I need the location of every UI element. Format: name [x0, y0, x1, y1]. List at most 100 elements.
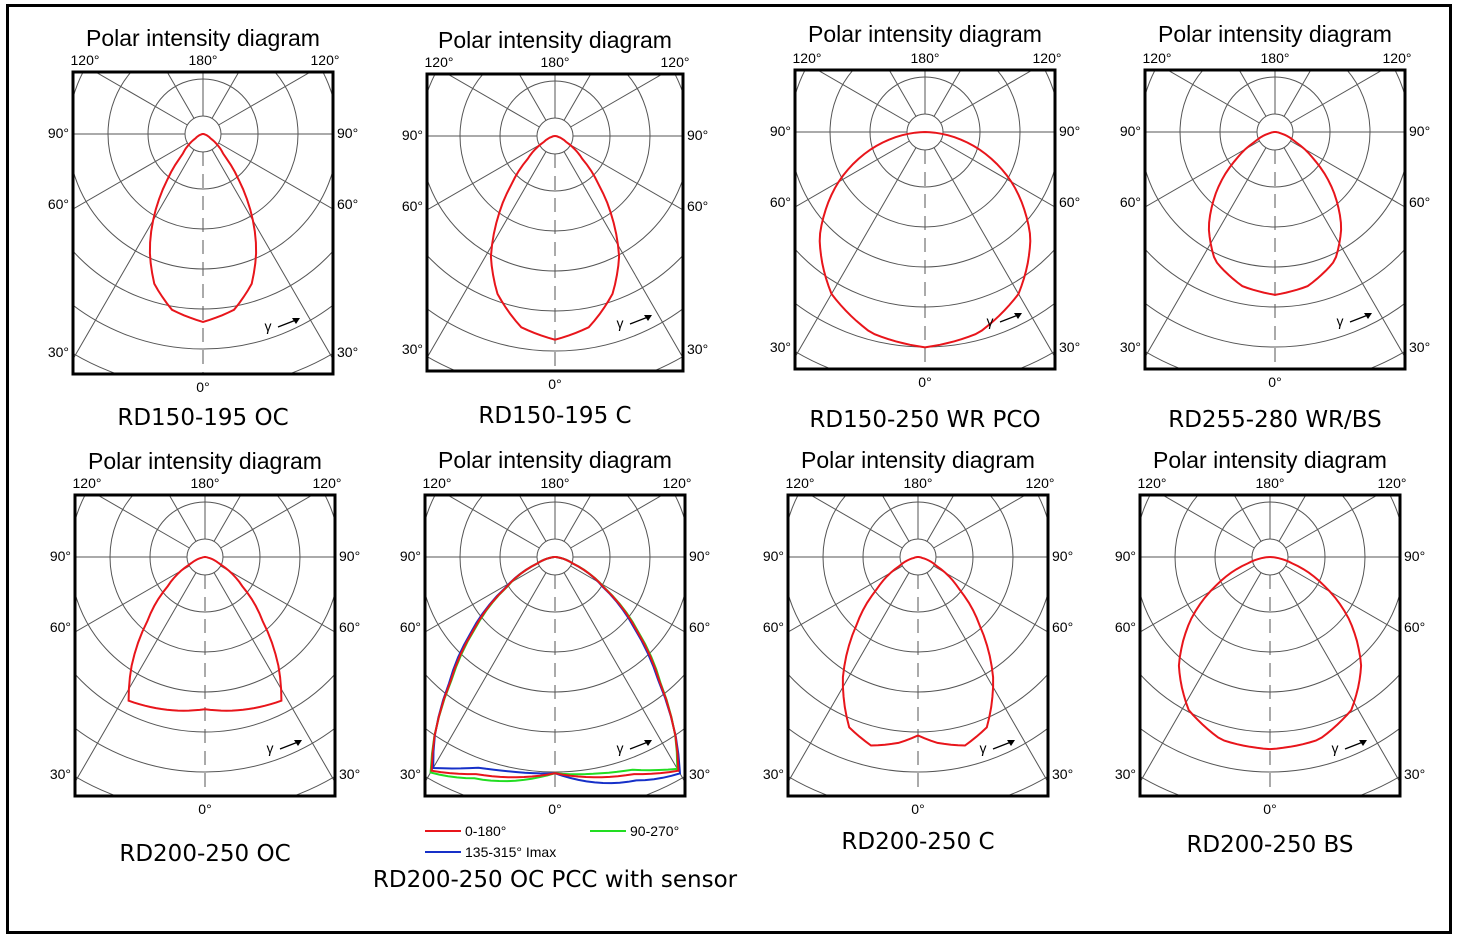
- angle-label-30-right: 30°: [339, 766, 360, 782]
- angle-label-0: 0°: [198, 801, 211, 817]
- grid-spoke: [1285, 565, 1400, 633]
- grid-spoke: [220, 495, 314, 549]
- angle-label-180: 180°: [541, 54, 570, 70]
- angle-label-60-left: 60°: [48, 196, 69, 212]
- grid: [427, 74, 683, 371]
- panel-title: Polar intensity diagram: [1158, 21, 1392, 47]
- grid-spoke: [1290, 70, 1384, 124]
- angle-label-90-right: 90°: [1404, 548, 1425, 564]
- grid-spoke: [1161, 495, 1255, 549]
- angle-label-30-left: 30°: [400, 766, 421, 782]
- angle-label-30-right: 30°: [1059, 339, 1080, 355]
- grid-spoke: [220, 565, 335, 633]
- grid-spoke: [1283, 70, 1312, 117]
- curve-0-180: [489, 135, 621, 341]
- grid-spoke: [563, 572, 685, 784]
- grid: [73, 72, 333, 374]
- angle-label-60-right: 60°: [1404, 619, 1425, 635]
- gamma-arrow: [629, 316, 649, 325]
- grid-spoke: [211, 149, 333, 361]
- plot-frame: [1138, 493, 1402, 798]
- grid-spoke: [75, 572, 197, 784]
- polar-panel-8: γ Polar intensity diagram 120° 180° 120° 90° 9…: [1115, 447, 1425, 858]
- grid-spoke: [933, 495, 1027, 549]
- angle-label-0: 0°: [1263, 801, 1276, 817]
- angle-label-60-left: 60°: [1115, 619, 1136, 635]
- angle-label-120-right: 120°: [1378, 475, 1407, 491]
- angle-label-0: 0°: [918, 374, 931, 390]
- grid-ring: [73, 304, 333, 350]
- angle-label-90-left: 90°: [400, 548, 421, 564]
- grid-spoke: [425, 572, 547, 784]
- gamma-label: γ: [1332, 740, 1339, 756]
- angle-label-60-left: 60°: [402, 198, 423, 214]
- angle-label-90-left: 90°: [402, 127, 423, 143]
- angle-label-120-left: 120°: [1138, 475, 1167, 491]
- angle-label-90-right: 90°: [1409, 123, 1430, 139]
- panel-caption: RD150-195 C: [478, 403, 631, 429]
- grid-ring: [1145, 302, 1405, 348]
- angle-label-120-right: 120°: [663, 475, 692, 491]
- angle-label-120-left: 120°: [786, 475, 815, 491]
- angle-label-0: 0°: [548, 376, 561, 392]
- curve-0-180: [430, 556, 680, 779]
- grid-spoke: [563, 74, 592, 121]
- grid-spoke: [926, 572, 1048, 784]
- curve-0-180: [841, 556, 995, 747]
- grid-spoke: [427, 144, 540, 211]
- grid-spoke: [940, 70, 1034, 124]
- grid-spoke: [213, 495, 242, 542]
- grid-spoke: [788, 565, 903, 633]
- grid-spoke: [213, 572, 335, 784]
- curve-90-270: [429, 556, 679, 783]
- gamma-arrowhead: [1359, 740, 1367, 746]
- grid-spoke: [96, 495, 190, 549]
- grid-spoke: [563, 151, 683, 359]
- angle-label-60-right: 60°: [689, 619, 710, 635]
- angle-label-30-right: 30°: [1409, 339, 1430, 355]
- angle-label-180: 180°: [189, 52, 218, 68]
- intensity-curves: [818, 131, 1032, 349]
- angle-label-60-right: 60°: [337, 196, 358, 212]
- panel-title: Polar intensity diagram: [88, 448, 322, 474]
- legend-label: 0-180°: [465, 823, 506, 839]
- angle-label-120-left: 120°: [1143, 50, 1172, 66]
- angle-label-60-right: 60°: [1409, 194, 1430, 210]
- angle-label-60-left: 60°: [763, 619, 784, 635]
- angle-label-90-right: 90°: [689, 548, 710, 564]
- angle-label-120-left: 120°: [425, 54, 454, 70]
- grid-spoke: [218, 142, 333, 210]
- panel-caption: RD200-250 BS: [1186, 832, 1353, 858]
- curve-0-180: [148, 133, 258, 324]
- angle-label-0: 0°: [196, 379, 209, 395]
- plot-frame: [786, 493, 1050, 798]
- grid: [75, 495, 335, 796]
- angle-label-0: 0°: [548, 801, 561, 817]
- panel-caption: RD200-250 C: [841, 829, 994, 855]
- grid-spoke: [211, 72, 240, 119]
- grid-spoke: [795, 140, 910, 208]
- angle-label-30-right: 30°: [687, 341, 708, 357]
- gamma-label: γ: [617, 740, 624, 756]
- angle-label-90-left: 90°: [1115, 548, 1136, 564]
- gamma-arrow: [992, 741, 1012, 750]
- angle-label-30-left: 30°: [48, 344, 69, 360]
- angle-label-120-left: 120°: [73, 475, 102, 491]
- panel-title: Polar intensity diagram: [438, 447, 672, 473]
- grid-spoke: [94, 72, 188, 126]
- gamma-arrow: [999, 314, 1019, 323]
- grid-spoke: [75, 565, 190, 633]
- panel-title: Polar intensity diagram: [801, 447, 1035, 473]
- angle-label-120-left: 120°: [71, 52, 100, 68]
- grid: [1140, 495, 1400, 796]
- gamma-arrowhead: [644, 315, 652, 321]
- gamma-arrowhead: [1364, 313, 1372, 319]
- curve-135-315: [432, 556, 682, 785]
- curve-0-180: [127, 556, 283, 712]
- grid-spoke: [1166, 70, 1260, 124]
- grid-ring: [425, 727, 685, 773]
- angle-label-120-left: 120°: [793, 50, 822, 66]
- grid-spoke: [795, 147, 917, 359]
- angle-label-180: 180°: [191, 475, 220, 491]
